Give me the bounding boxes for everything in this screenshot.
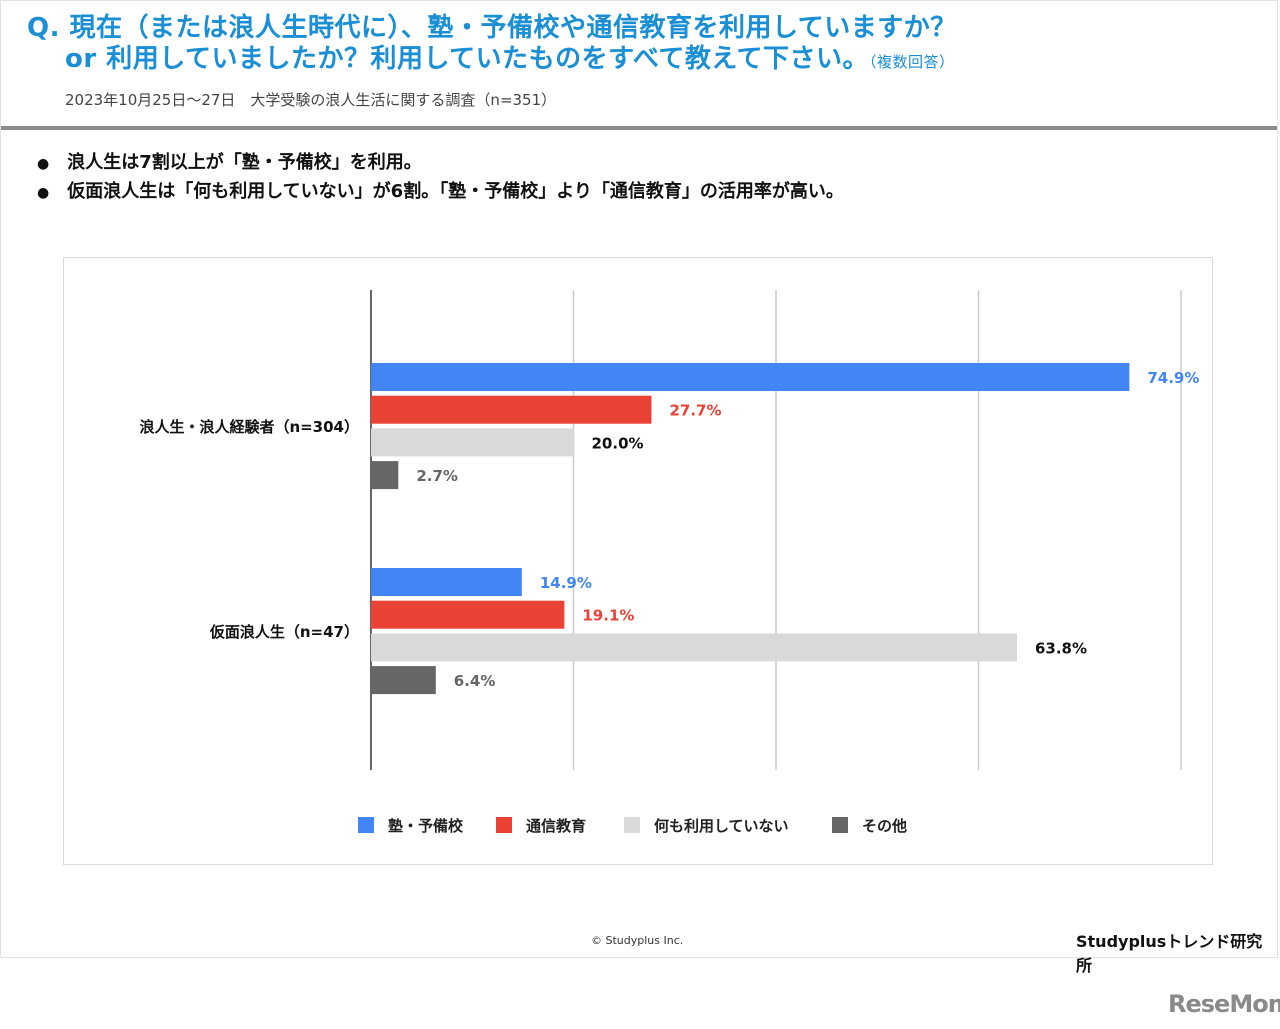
bullet-list: 浪人生は7割以上が「塾・予備校」を利用。 仮面浪人生は「何も利用していない」が6…	[37, 149, 844, 207]
bar-0	[371, 568, 522, 596]
bar-0	[371, 363, 1130, 391]
data-label: 2.7%	[416, 467, 458, 485]
slide: Q. 現在（または浪人生時代に）、塾・予備校や通信教育を利用していますか？ or…	[0, 0, 1278, 958]
copyright: © Studyplus Inc.	[591, 934, 684, 947]
data-label: 63.8%	[1035, 639, 1087, 657]
legend-swatch	[496, 817, 512, 833]
bullet-item: 仮面浪人生は「何も利用していない」が6割。「塾・予備校」より「通信教育」の活用率…	[37, 178, 844, 207]
question-line-2: or 利用していましたか？利用していたものをすべて教えて下さい。	[65, 44, 870, 74]
data-label: 14.9%	[540, 574, 592, 592]
question-line-1: Q. 現在（または浪人生時代に）、塾・予備校や通信教育を利用していますか？	[27, 13, 957, 43]
brand-name: Studyplusトレンド研究所	[1076, 932, 1263, 975]
bar-2	[371, 428, 574, 457]
category-label: 仮面浪人生（n=47）	[209, 623, 359, 641]
legend-label: 塾・予備校	[388, 817, 464, 835]
bar-chart: 浪人生・浪人経験者（n=304） 74.9% 27.7% 20.0% 2.7% 仮面浪人生…	[139, 290, 1199, 835]
question-note: （複数回答）	[869, 53, 955, 71]
legend-label: 通信教育	[526, 817, 586, 835]
legend-swatch	[624, 817, 640, 833]
legend-label: その他	[862, 817, 907, 835]
survey-info: 2023年10月25日〜27日 大学受験の浪人生活に関する調査（n=351）	[65, 91, 557, 109]
bar-3	[371, 666, 436, 695]
divider	[1, 126, 1277, 130]
data-label: 74.9%	[1147, 369, 1199, 387]
chart-container: 浪人生・浪人経験者（n=304） 74.9% 27.7% 20.0% 2.7% 仮面浪人生…	[63, 257, 1213, 865]
bar-2	[371, 633, 1017, 662]
bar-1	[371, 395, 652, 424]
data-label: 19.1%	[582, 607, 634, 625]
bar-1	[371, 600, 565, 629]
category-label: 浪人生・浪人経験者（n=304）	[139, 418, 359, 436]
resemom-logo: ReseMom	[1168, 990, 1280, 1018]
data-label: 20.0%	[592, 434, 644, 452]
legend-label: 何も利用していない	[654, 817, 789, 835]
legend-swatch	[358, 817, 374, 833]
question-title: Q. 現在（または浪人生時代に）、塾・予備校や通信教育を利用していますか？ or…	[27, 13, 957, 78]
bullet-item: 浪人生は7割以上が「塾・予備校」を利用。	[37, 149, 844, 178]
bar-3	[371, 461, 399, 490]
legend-swatch	[832, 817, 848, 833]
data-label: 27.7%	[669, 402, 721, 420]
data-label: 6.4%	[454, 672, 496, 690]
